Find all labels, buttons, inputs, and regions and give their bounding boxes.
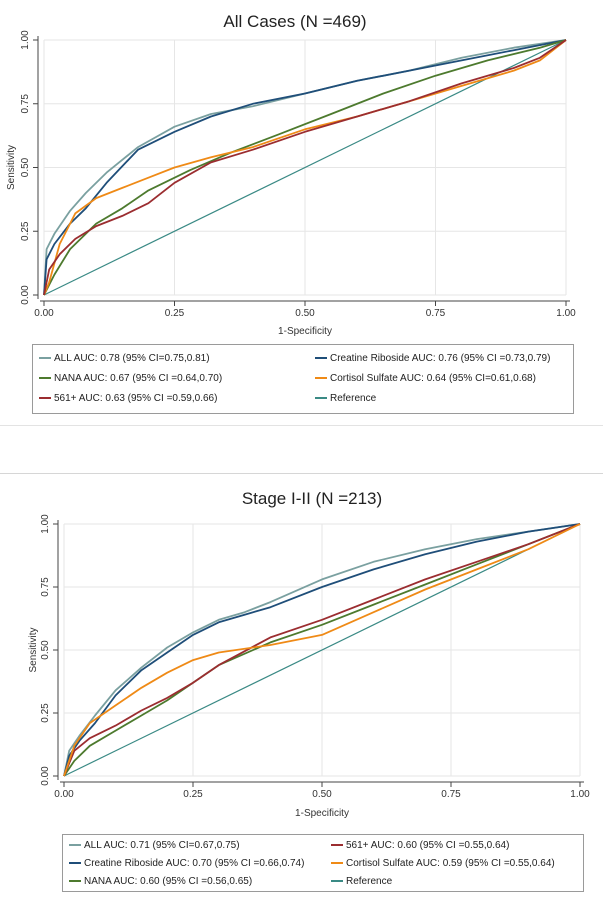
y-tick-label: 0.00 [20,285,31,305]
legend-swatch [315,357,327,360]
y-tick-label: 1.00 [40,514,51,534]
legend-item: 561+ AUC: 0.60 (95% CI =0.55,0.64) [331,840,509,852]
y-tick-label: 1.00 [20,30,31,50]
legend-swatch [39,357,51,360]
x-axis-label: 1-Specificity [295,808,349,819]
legend-all-cases: ALL AUC: 0.78 (95% CI=0.75,0.81) Creatine… [32,344,574,414]
legend-label: NANA AUC: 0.67 (95% CI =0.64,0.70) [54,373,223,384]
roc-chart-all-cases: All Cases (N =469) 0.00 0.25 0.50 0.75 1.00 0.… [6,12,576,337]
series-line-roc-1 [43,39,567,296]
x-tick-label: 0.25 [165,308,185,319]
series-line-roc-4 [63,523,581,777]
y-tick-label: 0.50 [40,640,51,660]
legend-item: Cortisol Sulfate AUC: 0.59 (95% CI =0.55… [331,858,555,870]
legend-swatch [331,862,343,865]
legend-item: Creatine Riboside AUC: 0.70 (95% CI =0.6… [69,858,304,870]
legend-label: Reference [330,393,377,404]
y-axis-label: Sensitivity [28,627,39,672]
legend-swatch [39,397,51,400]
series-line-roc-4 [43,39,567,296]
series-line-reference [63,523,581,777]
x-tick-label: 0.50 [312,789,332,800]
series-line-roc-3 [43,39,567,296]
legend-swatch [69,844,81,847]
legend-item: ALL AUC: 0.78 (95% CI=0.75,0.81) [39,353,210,365]
legend-label: Cortisol Sulfate AUC: 0.64 (95% CI=0.61,… [330,373,536,384]
chart-title: Stage I-II (N =213) [242,489,382,508]
legend-swatch [69,862,81,865]
y-tick-label: 0.00 [40,766,51,786]
legend-item: Cortisol Sulfate AUC: 0.64 (95% CI=0.61,… [315,373,536,385]
series-line-reference [43,39,567,296]
legend-swatch [39,377,51,380]
legend-label: ALL AUC: 0.71 (95% CI=0.67,0.75) [84,840,240,851]
x-tick-label: 1.00 [570,789,590,800]
legend-swatch [315,397,327,400]
x-tick-label: 0.50 [295,308,315,319]
legend-label: 561+ AUC: 0.60 (95% CI =0.55,0.64) [346,840,510,851]
x-axis-label: 1-Specificity [278,326,332,337]
legend-swatch [69,880,81,883]
legend-item: NANA AUC: 0.60 (95% CI =0.56,0.65) [69,876,252,888]
legend-swatch [315,377,327,380]
y-tick-label: 0.75 [20,94,31,114]
legend-label: NANA AUC: 0.60 (95% CI =0.56,0.65) [84,876,253,887]
legend-label: Cortisol Sulfate AUC: 0.59 (95% CI =0.55… [346,858,555,869]
x-tick-label: 1.00 [556,308,576,319]
legend-item: Creatine Riboside AUC: 0.76 (95% CI =0.7… [315,353,550,365]
y-axis-label: Sensitivity [6,145,17,190]
chart-title: All Cases (N =469) [223,12,366,31]
chart-panel-all-cases: All Cases (N =469) 0.00 0.25 0.50 0.75 1.00 0.… [0,0,603,426]
y-tick-label: 0.25 [40,703,51,723]
legend-label: ALL AUC: 0.78 (95% CI=0.75,0.81) [54,353,210,364]
legend-item: Reference [331,876,392,888]
x-tick-label: 0.25 [183,789,203,800]
series-line-roc-0 [43,39,567,296]
legend-item: 561+ AUC: 0.63 (95% CI =0.59,0.66) [39,393,217,405]
chart-panel-stage-i-ii: Stage I-II (N =213) 0.00 0.25 0.50 0.75 1.00 0… [0,473,603,901]
x-tick-label: 0.00 [34,308,54,319]
legend-item: Reference [315,393,376,405]
legend-label: 561+ AUC: 0.63 (95% CI =0.59,0.66) [54,393,218,404]
legend-item: NANA AUC: 0.67 (95% CI =0.64,0.70) [39,373,222,385]
series-line-roc-1 [63,523,581,777]
y-tick-label: 0.50 [20,157,31,177]
legend-label: Reference [346,876,393,887]
series-line-roc-3 [63,523,581,777]
y-tick-label: 0.25 [20,221,31,241]
legend-swatch [331,880,343,883]
legend-stage-i-ii: ALL AUC: 0.71 (95% CI=0.67,0.75) Creatine… [62,834,584,892]
roc-chart-stage-i-ii: Stage I-II (N =213) 0.00 0.25 0.50 0.75 1.00 0… [28,489,590,819]
legend-swatch [331,844,343,847]
legend-item: ALL AUC: 0.71 (95% CI=0.67,0.75) [69,840,240,852]
x-tick-label: 0.75 [441,789,461,800]
y-tick-label: 0.75 [40,577,51,597]
legend-label: Creatine Riboside AUC: 0.70 (95% CI =0.6… [84,858,305,869]
x-tick-label: 0.00 [54,789,74,800]
legend-label: Creatine Riboside AUC: 0.76 (95% CI =0.7… [330,353,551,364]
x-tick-label: 0.75 [426,308,446,319]
